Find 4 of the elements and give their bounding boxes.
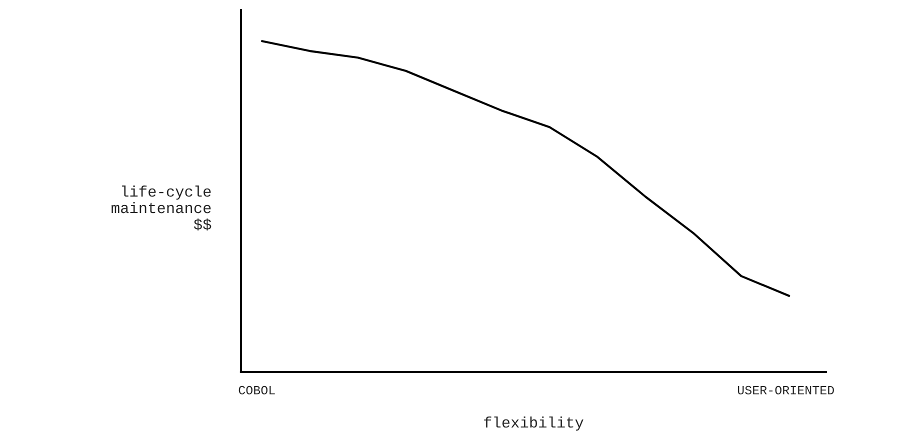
x-axis-title: flexibility	[484, 416, 584, 431]
x-tick-label: COBOL	[238, 386, 275, 394]
x-tick-label: USER-ORIENTED	[738, 386, 834, 394]
y-axis-title: life-cycle maintenance $$	[112, 186, 212, 231]
